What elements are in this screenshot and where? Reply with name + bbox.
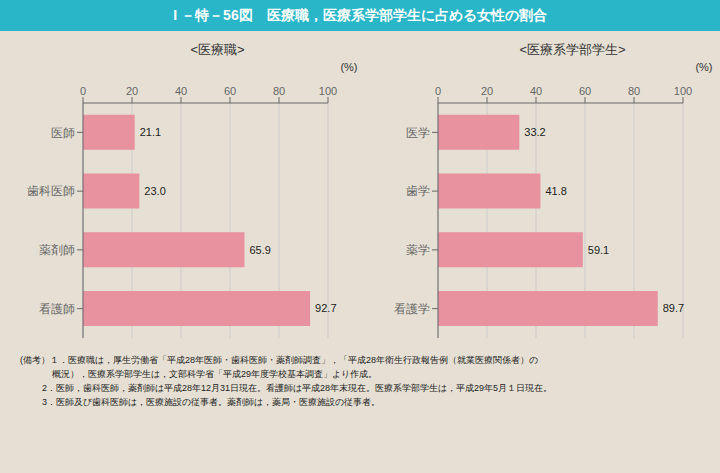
svg-text:80: 80 — [627, 85, 639, 97]
svg-text:92.7: 92.7 — [315, 302, 336, 314]
svg-text:医学: 医学 — [406, 126, 430, 140]
svg-text:80: 80 — [272, 85, 284, 97]
html-text:(備考）１．医療職は，厚生労働省「平成28年医師・歯科医師・: (備考）１．医療職は，厚生労働省「平成28年医師・歯科医師・薬剤師調査」，「平成… — [20, 355, 538, 365]
svg-text:100: 100 — [673, 85, 691, 97]
svg-text:60: 60 — [223, 85, 235, 97]
svg-text:薬学: 薬学 — [406, 243, 430, 257]
html-text:3．医師及び歯科医師は，医療施設の従事者。薬剤師は，薬局・医: 3．医師及び歯科医師は，医療施設の従事者。薬剤師は，薬局・医療施設の従事者。 — [42, 397, 380, 407]
svg-text:23.0: 23.0 — [144, 185, 165, 197]
svg-text:0: 0 — [79, 85, 85, 97]
svg-text:医師: 医師 — [51, 126, 75, 140]
svg-text:看護学: 看護学 — [394, 302, 430, 316]
svg-text:65.9: 65.9 — [249, 244, 270, 256]
svg-text:100: 100 — [318, 85, 336, 97]
svg-text:20: 20 — [480, 85, 492, 97]
svg-text:40: 40 — [529, 85, 541, 97]
html-text:<医療職>: <医療職> — [190, 42, 245, 57]
svg-text:薬剤師: 薬剤師 — [39, 243, 75, 257]
html-text:概況），医療系学部学生は，文部科学省「平成29年度学校基本調: 概況），医療系学部学生は，文部科学省「平成29年度学校基本調査」より作成。 — [52, 369, 377, 379]
svg-text:41.8: 41.8 — [545, 185, 566, 197]
svg-text:歯科医師: 歯科医師 — [27, 184, 75, 198]
html-text:2．医師，歯科医師，薬剤師は平成28年12月31日現在。看護: 2．医師，歯科医師，薬剤師は平成28年12月31日現在。看護師は平成28年末現在… — [42, 383, 553, 393]
svg-text:0: 0 — [434, 85, 440, 97]
svg-text:歯学: 歯学 — [406, 184, 430, 198]
svg-text:20: 20 — [125, 85, 137, 97]
svg-text:89.7: 89.7 — [662, 302, 683, 314]
svg-text:59.1: 59.1 — [587, 244, 608, 256]
svg-text:看護師: 看護師 — [39, 302, 75, 316]
html-text:<医療系学部学生>: <医療系学部学生> — [519, 42, 626, 57]
svg-text:60: 60 — [578, 85, 590, 97]
svg-text:21.1: 21.1 — [139, 126, 160, 138]
svg-text:40: 40 — [174, 85, 186, 97]
svg-text:33.2: 33.2 — [524, 126, 545, 138]
html-text:I －特－56図 医療職，医療系学部学生に占める女性の割合: I －特－56図 医療職，医療系学部学生に占める女性の割合 — [173, 6, 547, 23]
